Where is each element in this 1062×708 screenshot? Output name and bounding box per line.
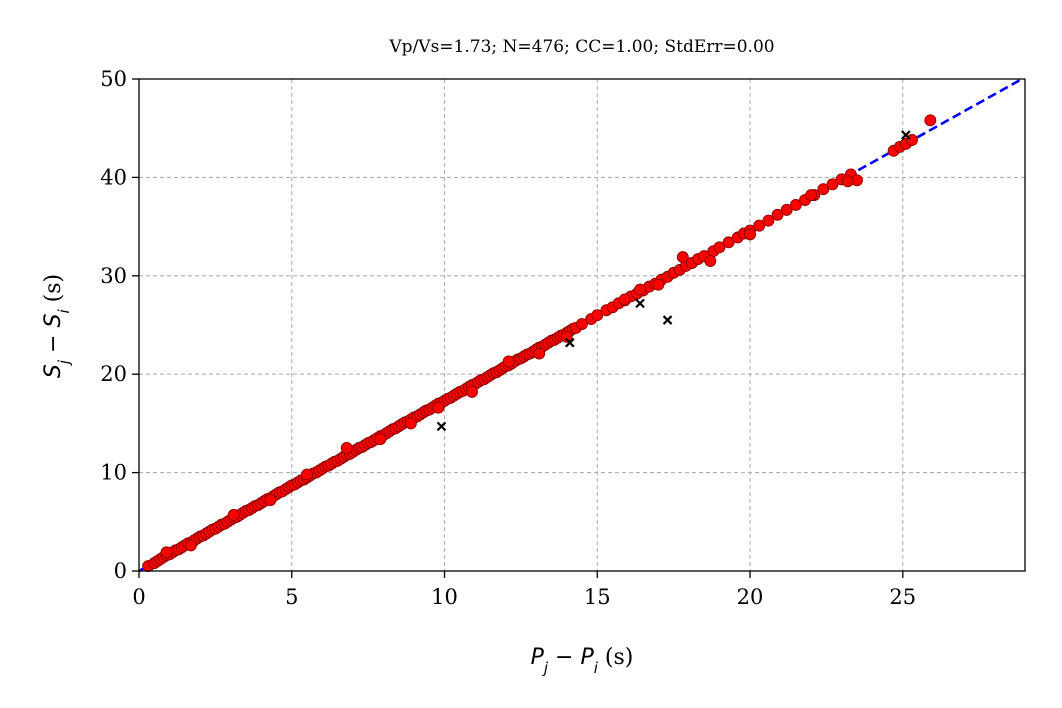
chart-title: Vp/Vs=1.73; N=476; CC=1.00; StdErr=0.00 <box>388 37 774 57</box>
data-point <box>502 355 515 368</box>
y-label-op: − <box>41 328 66 360</box>
data-point <box>753 219 766 232</box>
x-tick-label: 10 <box>431 585 458 609</box>
x-label-sub2: i <box>594 659 599 677</box>
y-axis-label: Sj − Si (s) <box>41 274 73 378</box>
data-point <box>713 241 726 254</box>
axis-ticks: 0 5 10 15 20 25 0 10 20 30 40 50 <box>100 67 916 609</box>
data-point <box>618 293 631 306</box>
y-tick-label: 30 <box>100 264 127 288</box>
x-label-base1: P <box>531 645 545 670</box>
data-point <box>301 468 313 481</box>
outlier-points <box>436 130 911 432</box>
data-point <box>805 189 818 202</box>
y-tick-label: 50 <box>100 67 127 91</box>
data-point <box>264 494 277 507</box>
data-point <box>560 330 573 343</box>
data-point <box>374 433 387 446</box>
x-tick-label: 15 <box>584 585 611 609</box>
data-point <box>634 283 646 296</box>
data-point <box>160 546 173 559</box>
outlier-point <box>436 421 447 432</box>
data-point <box>817 183 830 196</box>
data-points <box>142 114 937 573</box>
x-tick-label: 20 <box>737 585 764 609</box>
data-point <box>841 175 854 188</box>
data-point <box>826 178 839 191</box>
y-label-base2: S <box>41 314 66 328</box>
outlier-point <box>565 337 575 348</box>
x-tick-label: 25 <box>889 585 916 609</box>
x-label-sub1: j <box>542 659 549 677</box>
y-tick-label: 40 <box>100 165 127 189</box>
y-label-unit: (s) <box>41 274 66 309</box>
data-point <box>227 508 240 521</box>
data-point <box>466 385 478 398</box>
data-point <box>789 199 802 211</box>
data-point <box>652 278 665 291</box>
data-point <box>924 114 937 127</box>
data-point <box>762 214 775 227</box>
data-point <box>771 208 784 221</box>
x-axis-label: Pj − Pi (s) <box>531 645 634 677</box>
data-point <box>704 255 717 267</box>
y-tick-label: 20 <box>100 362 127 386</box>
x-label-op: − <box>548 645 580 670</box>
data-point <box>591 309 604 322</box>
data-point <box>780 203 793 216</box>
outlier-point <box>901 130 911 140</box>
outlier-point <box>662 315 673 325</box>
y-label-sub2: i <box>55 309 73 314</box>
x-label-unit: (s) <box>598 645 633 670</box>
data-point <box>722 236 735 249</box>
x-tick-label: 5 <box>285 585 298 609</box>
y-label-base1: S <box>41 364 66 378</box>
data-point <box>184 539 197 552</box>
data-point <box>340 442 353 454</box>
y-tick-label: 10 <box>100 461 127 485</box>
data-point <box>533 347 546 360</box>
x-tick-label: 0 <box>132 585 145 609</box>
data-point <box>576 318 588 330</box>
y-label-sub1: j <box>55 359 73 366</box>
data-point <box>676 251 689 264</box>
plot-frame <box>138 78 1026 572</box>
data-point <box>432 401 445 414</box>
outlier-point <box>635 298 645 309</box>
x-label-base2: P <box>580 645 594 670</box>
data-point <box>744 228 756 241</box>
y-tick-label: 0 <box>114 559 127 583</box>
data-point <box>404 417 417 430</box>
